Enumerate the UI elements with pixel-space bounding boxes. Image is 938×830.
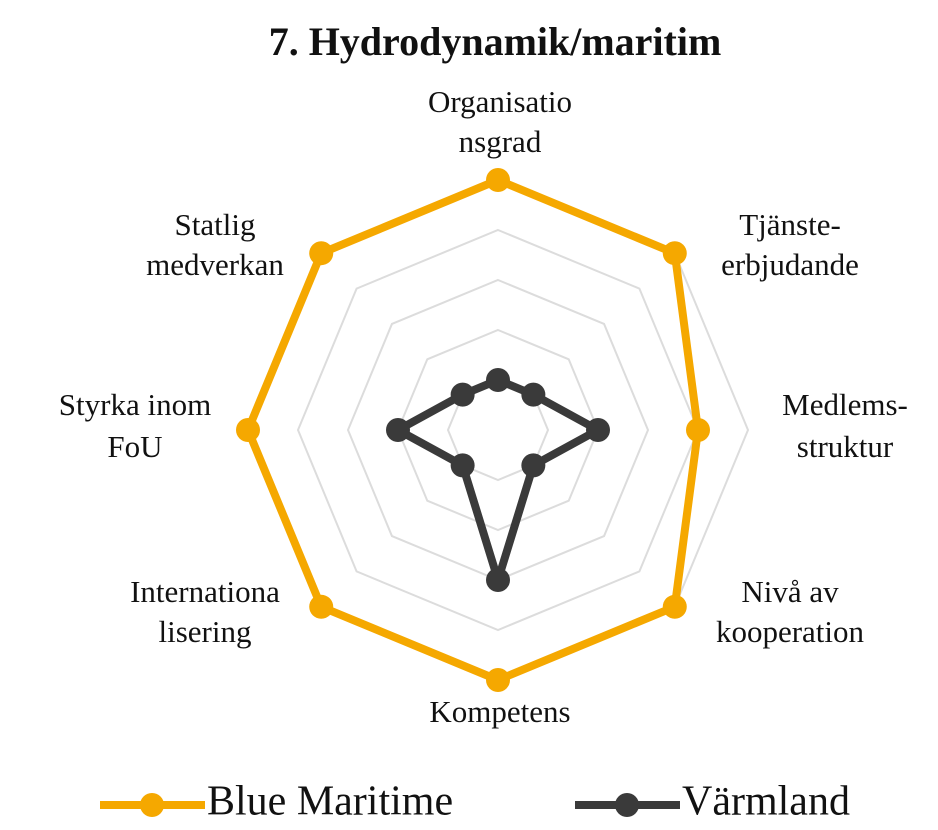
legend-marker	[140, 793, 164, 817]
data-point	[486, 368, 510, 392]
axis-label-line: Organisatio	[428, 84, 572, 119]
data-point	[450, 382, 475, 407]
axis-label-line: Kompetens	[429, 694, 570, 729]
axis-label-line: Nivå av	[741, 574, 839, 609]
data-point	[486, 568, 510, 592]
axis-label-line: nsgrad	[459, 124, 542, 159]
grid-ring	[296, 228, 700, 632]
axis-label-line: Tjänste-	[739, 207, 841, 242]
axis-label: Nivå av kooperation	[716, 574, 865, 649]
legend-label: Värmland	[682, 779, 850, 825]
data-point	[309, 594, 334, 619]
axis-label-line: FoU	[107, 429, 162, 464]
data-point	[236, 418, 260, 442]
data-point	[521, 382, 546, 407]
data-point	[586, 418, 610, 442]
data-point	[686, 418, 710, 442]
axis-label-line: Styrka inom	[59, 387, 211, 422]
data-point	[309, 241, 334, 266]
grid-ring	[396, 328, 600, 532]
data-point	[662, 241, 687, 266]
axis-label: Medlems-struktur	[782, 387, 908, 464]
axis-label: Internationa lisering	[130, 574, 280, 649]
legend-label: Blue Maritime	[207, 779, 453, 825]
data-point	[486, 168, 510, 192]
axis-label-line: medverkan	[146, 247, 284, 282]
axis-label-line: erbjudande	[721, 247, 859, 282]
axis-label-line: lisering	[159, 614, 252, 649]
data-point	[521, 453, 546, 478]
legend-marker	[615, 793, 639, 817]
grid-ring	[446, 378, 550, 482]
axis-label: Organisatio nsgrad	[428, 84, 572, 159]
axis-label: Kompetens	[429, 694, 570, 729]
axis-label: Styrka inom FoU	[59, 387, 211, 464]
axis-label: Statlig medverkan	[146, 207, 284, 282]
axis-label-line: Internationa	[130, 574, 280, 609]
axis-label-line: Statlig	[175, 207, 256, 242]
data-point	[450, 453, 475, 478]
data-point	[486, 668, 510, 692]
chart-title: 7. Hydrodynamik/maritim	[269, 19, 722, 64]
axis-label-line: kooperation	[716, 614, 865, 649]
data-point	[386, 418, 410, 442]
axis-label-line: struktur	[797, 429, 894, 464]
axis-label: Tjänste-erbjudande	[721, 207, 859, 282]
data-point	[662, 594, 687, 619]
axis-label-line: Medlems-	[782, 387, 908, 422]
